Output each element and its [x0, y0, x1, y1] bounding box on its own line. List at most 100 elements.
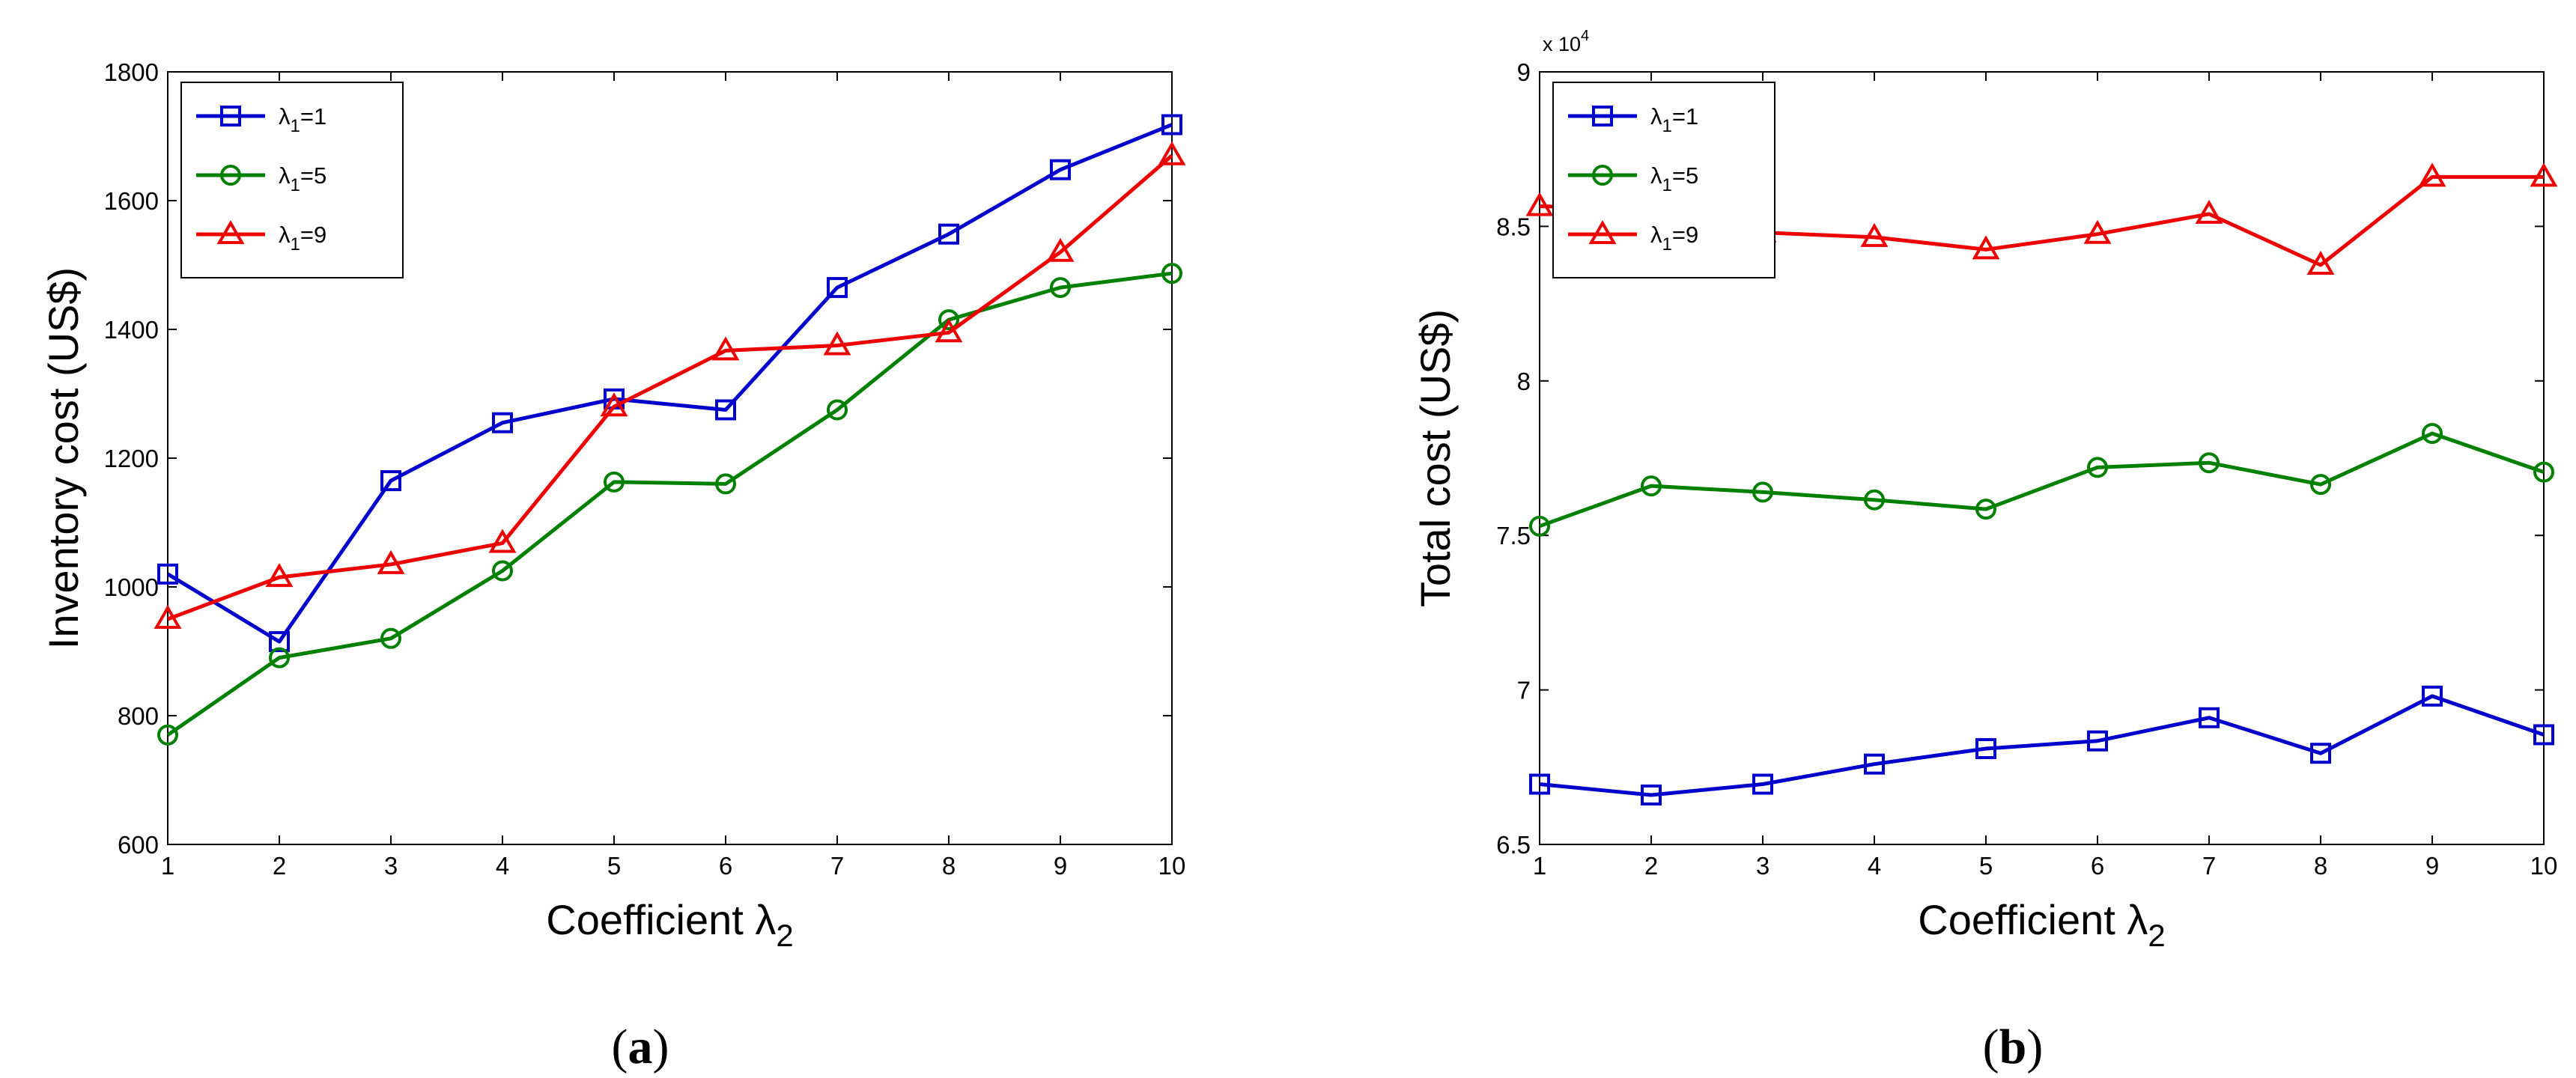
- data-point: [2195, 199, 2223, 224]
- x-tick-label: 4: [496, 852, 509, 880]
- legend-label-main: λ: [279, 103, 291, 130]
- data-point: [2533, 724, 2554, 746]
- data-point: [1050, 159, 1071, 180]
- data-point: [2087, 457, 2108, 478]
- legend-label-subscript: 1: [1662, 116, 1672, 136]
- caption-paren-close: ): [653, 1020, 669, 1074]
- data-point: [1529, 515, 1550, 537]
- data-point: [823, 331, 851, 356]
- legend-label-main: λ: [1650, 162, 1662, 189]
- data-point: [2310, 474, 2331, 496]
- legend-label: λ1=1: [279, 103, 326, 136]
- data-point: [2533, 461, 2554, 483]
- data-point: [1529, 773, 1550, 795]
- x-tick-label: 1: [161, 852, 174, 880]
- legend-marker: [1592, 106, 1613, 127]
- legend-label: λ1=9: [1650, 222, 1698, 255]
- data-point: [380, 470, 401, 492]
- data-point: [711, 336, 740, 361]
- legend-marker: [1588, 219, 1617, 244]
- data-point: [1525, 192, 1554, 216]
- y-tick-label: 1200: [104, 445, 159, 472]
- data-point: [1972, 235, 2000, 260]
- data-point: [2199, 707, 2220, 728]
- y-tick-label: 800: [118, 702, 159, 730]
- y-tick-label: 1800: [104, 58, 159, 86]
- data-point: [157, 563, 178, 585]
- data-point: [1864, 489, 1885, 511]
- legend-label: λ1=5: [1650, 162, 1698, 195]
- legend-label-subscript: 1: [291, 234, 300, 255]
- series-line: [166, 271, 1173, 737]
- data-point: [2422, 685, 2443, 707]
- data-point: [1975, 499, 1996, 520]
- y-axis-label: Total cost (US$): [1412, 309, 1459, 607]
- y-tick-label: 8.5: [1496, 213, 1531, 240]
- y-tick-label: 1400: [104, 316, 159, 344]
- y-tick-label: 6.5: [1496, 831, 1531, 859]
- data-point: [1860, 222, 1889, 247]
- chart-inventory-cost: 1 2 3 4 5 6 7 8 9 10 600 800 1000 1200 1400 1600 1800 Coe…: [40, 58, 1186, 1074]
- legend-marker: [220, 106, 241, 127]
- data-point: [2083, 219, 2112, 244]
- x-axis-label: Coefficient λ2: [546, 896, 793, 953]
- legend-label: λ1=5: [279, 162, 326, 195]
- series-2: [1529, 422, 2554, 537]
- legend-label-subscript: 1: [291, 175, 300, 195]
- data-point: [157, 724, 178, 746]
- data-point: [269, 631, 290, 653]
- x-tick-label: 10: [1158, 852, 1186, 880]
- data-point: [1641, 784, 1662, 806]
- data-point: [938, 223, 959, 245]
- legend-label-rest: =1: [300, 103, 326, 130]
- x-tick-label: 9: [2425, 852, 2439, 880]
- y-axis-label: Inventory cost (US$): [40, 267, 87, 649]
- caption-letter: b: [1999, 1020, 2027, 1074]
- y-exponent-power: 4: [1581, 28, 1589, 44]
- series-1: [1529, 685, 2554, 806]
- y-tick-label: 7: [1517, 677, 1531, 704]
- y-tick-label: 7.5: [1496, 522, 1531, 549]
- legend-label-rest: =1: [1672, 103, 1698, 130]
- data-point: [2310, 743, 2331, 764]
- legend-label-rest: =5: [1672, 162, 1698, 189]
- legend-label-rest: =9: [300, 222, 326, 248]
- data-point: [1161, 263, 1182, 284]
- legend-marker: [216, 219, 245, 244]
- panel-caption: (b): [1983, 1020, 2044, 1074]
- x-tick-label: 3: [384, 852, 398, 880]
- data-point: [1752, 773, 1773, 795]
- data-point: [827, 277, 848, 299]
- data-point: [600, 392, 628, 417]
- y-exponent-base: x 10: [1543, 33, 1581, 55]
- legend-label: λ1=1: [1650, 103, 1698, 136]
- data-point: [715, 473, 736, 495]
- data-point: [604, 471, 625, 493]
- x-tick-label: 7: [830, 852, 844, 880]
- x-tick-label: 10: [2530, 852, 2558, 880]
- data-point: [492, 412, 513, 433]
- x-tick-label: 9: [1054, 852, 1067, 880]
- x-axis-label-subscript: 2: [2148, 918, 2165, 953]
- legend-marker: [220, 165, 241, 186]
- series-3: [154, 141, 1186, 629]
- legend-label-rest: =5: [300, 162, 326, 189]
- data-point: [935, 318, 963, 343]
- data-point: [1050, 277, 1071, 299]
- legend-label-main: λ: [279, 222, 291, 248]
- x-axis-label-text: Coefficient λ: [546, 896, 776, 943]
- data-point: [154, 604, 182, 629]
- data-point: [1046, 237, 1075, 262]
- data-point: [1752, 481, 1773, 503]
- data-point: [488, 529, 517, 553]
- x-tick-label: 8: [2314, 852, 2327, 880]
- data-point: [938, 309, 959, 331]
- data-point: [1975, 738, 1996, 760]
- x-tick-label: 6: [2091, 852, 2104, 880]
- caption-paren-close: ): [2026, 1020, 2043, 1074]
- data-point: [1864, 753, 1885, 775]
- x-tick-label: 7: [2202, 852, 2216, 880]
- x-tick-label: 2: [1644, 852, 1658, 880]
- x-tick-label: 8: [942, 852, 956, 880]
